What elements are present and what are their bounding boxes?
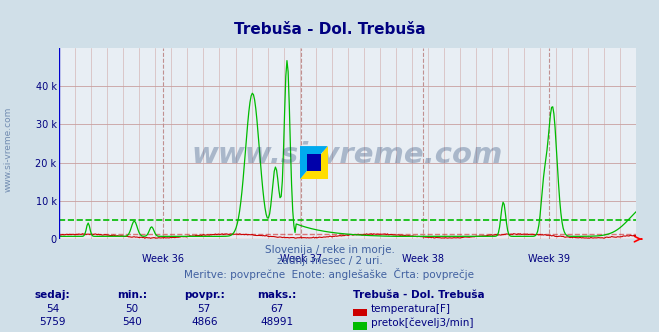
Text: Week 39: Week 39 bbox=[529, 254, 571, 264]
Text: 54: 54 bbox=[46, 304, 59, 314]
Text: sedaj:: sedaj: bbox=[35, 290, 71, 300]
Text: www.si-vreme.com: www.si-vreme.com bbox=[192, 141, 503, 169]
Text: 50: 50 bbox=[125, 304, 138, 314]
Bar bbox=[353, 322, 367, 330]
Text: Week 36: Week 36 bbox=[142, 254, 184, 264]
Text: min.:: min.: bbox=[117, 290, 147, 300]
Text: pretok[čevelj3/min]: pretok[čevelj3/min] bbox=[371, 317, 474, 328]
Bar bbox=[307, 154, 320, 171]
Polygon shape bbox=[300, 146, 328, 179]
Text: Week 38: Week 38 bbox=[401, 254, 444, 264]
Text: 540: 540 bbox=[122, 317, 142, 327]
Text: zadnji mesec / 2 uri.: zadnji mesec / 2 uri. bbox=[277, 256, 382, 266]
Text: Week 37: Week 37 bbox=[281, 254, 322, 264]
Text: 57: 57 bbox=[198, 304, 211, 314]
Polygon shape bbox=[300, 146, 328, 179]
Text: www.si-vreme.com: www.si-vreme.com bbox=[4, 107, 13, 192]
Text: 67: 67 bbox=[270, 304, 283, 314]
Text: Trebuša - Dol. Trebuša: Trebuša - Dol. Trebuša bbox=[353, 290, 484, 300]
Text: Slovenija / reke in morje.: Slovenija / reke in morje. bbox=[264, 245, 395, 255]
Text: povpr.:: povpr.: bbox=[184, 290, 225, 300]
Text: maks.:: maks.: bbox=[257, 290, 297, 300]
Text: temperatura[F]: temperatura[F] bbox=[371, 304, 451, 314]
Text: 4866: 4866 bbox=[191, 317, 217, 327]
Text: Trebuša - Dol. Trebuša: Trebuša - Dol. Trebuša bbox=[234, 22, 425, 37]
Text: 48991: 48991 bbox=[260, 317, 293, 327]
Text: Meritve: povprečne  Enote: anglešaške  Črta: povprečje: Meritve: povprečne Enote: anglešaške Črt… bbox=[185, 268, 474, 280]
Bar bbox=[353, 309, 367, 316]
Text: 5759: 5759 bbox=[40, 317, 66, 327]
